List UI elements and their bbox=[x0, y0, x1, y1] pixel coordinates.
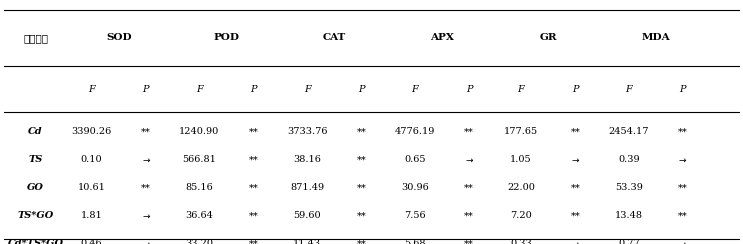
Text: **: ** bbox=[357, 127, 366, 136]
Text: APX: APX bbox=[430, 33, 454, 42]
Text: 0.77: 0.77 bbox=[618, 240, 640, 244]
Text: F: F bbox=[304, 85, 311, 93]
Text: **: ** bbox=[357, 240, 366, 244]
Text: 0.46: 0.46 bbox=[81, 240, 103, 244]
Text: F: F bbox=[518, 85, 525, 93]
Text: **: ** bbox=[464, 127, 474, 136]
Text: P: P bbox=[679, 85, 686, 93]
Text: 85.16: 85.16 bbox=[186, 183, 213, 192]
Text: **: ** bbox=[141, 183, 151, 192]
Text: 7.56: 7.56 bbox=[404, 212, 426, 220]
Text: →: → bbox=[142, 212, 149, 220]
Text: 5.68: 5.68 bbox=[404, 240, 426, 244]
Text: →: → bbox=[678, 155, 686, 164]
Text: 11.43: 11.43 bbox=[293, 240, 321, 244]
Text: POD: POD bbox=[213, 33, 239, 42]
Text: 566.81: 566.81 bbox=[182, 155, 216, 164]
Text: P: P bbox=[250, 85, 257, 93]
Text: 1.05: 1.05 bbox=[510, 155, 532, 164]
Text: TS: TS bbox=[28, 155, 43, 164]
Text: **: ** bbox=[357, 155, 366, 164]
Text: 177.65: 177.65 bbox=[504, 127, 538, 136]
Text: 30.96: 30.96 bbox=[401, 183, 429, 192]
Text: →: → bbox=[571, 155, 579, 164]
Text: **: ** bbox=[464, 212, 474, 220]
Text: 3390.26: 3390.26 bbox=[71, 127, 111, 136]
Text: **: ** bbox=[571, 127, 580, 136]
Text: **: ** bbox=[249, 240, 259, 244]
Text: →: → bbox=[571, 240, 579, 244]
Text: 0.10: 0.10 bbox=[81, 155, 103, 164]
Text: F: F bbox=[88, 85, 95, 93]
Text: 1240.90: 1240.90 bbox=[179, 127, 219, 136]
Text: F: F bbox=[626, 85, 632, 93]
Text: 4776.19: 4776.19 bbox=[395, 127, 435, 136]
Text: 33.20: 33.20 bbox=[185, 240, 213, 244]
Text: 0.65: 0.65 bbox=[404, 155, 426, 164]
Text: GR: GR bbox=[539, 33, 557, 42]
Text: **: ** bbox=[571, 183, 580, 192]
Text: **: ** bbox=[678, 127, 687, 136]
Text: 2454.17: 2454.17 bbox=[609, 127, 649, 136]
Text: Cd*TS*GO: Cd*TS*GO bbox=[7, 240, 64, 244]
Text: P: P bbox=[466, 85, 473, 93]
Text: **: ** bbox=[357, 183, 366, 192]
Text: 38.16: 38.16 bbox=[293, 155, 321, 164]
Text: →: → bbox=[678, 240, 686, 244]
Text: 10.61: 10.61 bbox=[77, 183, 106, 192]
Text: 13.48: 13.48 bbox=[614, 212, 643, 220]
Text: 871.49: 871.49 bbox=[290, 183, 324, 192]
Text: **: ** bbox=[678, 212, 687, 220]
Text: F: F bbox=[412, 85, 418, 93]
Text: 0.33: 0.33 bbox=[510, 240, 532, 244]
Text: F: F bbox=[196, 85, 203, 93]
Text: 0.39: 0.39 bbox=[618, 155, 640, 164]
Text: 22.00: 22.00 bbox=[507, 183, 535, 192]
Text: 53.39: 53.39 bbox=[614, 183, 643, 192]
Text: **: ** bbox=[464, 183, 474, 192]
Text: **: ** bbox=[249, 127, 259, 136]
Text: MDA: MDA bbox=[641, 33, 670, 42]
Text: CAT: CAT bbox=[322, 33, 345, 42]
Text: **: ** bbox=[249, 155, 259, 164]
Text: 36.64: 36.64 bbox=[185, 212, 213, 220]
Text: **: ** bbox=[464, 240, 474, 244]
Text: TS*GO: TS*GO bbox=[18, 212, 53, 220]
Text: **: ** bbox=[249, 183, 259, 192]
Text: 差异来源: 差异来源 bbox=[23, 33, 48, 43]
Text: GO: GO bbox=[27, 183, 44, 192]
Text: **: ** bbox=[357, 212, 366, 220]
Text: P: P bbox=[358, 85, 365, 93]
Text: **: ** bbox=[571, 212, 580, 220]
Text: →: → bbox=[142, 240, 149, 244]
Text: **: ** bbox=[249, 212, 259, 220]
Text: **: ** bbox=[141, 127, 151, 136]
Text: 59.60: 59.60 bbox=[293, 212, 321, 220]
Text: P: P bbox=[143, 85, 149, 93]
Text: 3733.76: 3733.76 bbox=[287, 127, 328, 136]
Text: SOD: SOD bbox=[106, 33, 132, 42]
Text: 1.81: 1.81 bbox=[81, 212, 103, 220]
Text: P: P bbox=[572, 85, 579, 93]
Text: **: ** bbox=[678, 183, 687, 192]
Text: 7.20: 7.20 bbox=[510, 212, 532, 220]
Text: →: → bbox=[142, 155, 149, 164]
Text: →: → bbox=[465, 155, 473, 164]
Text: Cd: Cd bbox=[28, 127, 43, 136]
